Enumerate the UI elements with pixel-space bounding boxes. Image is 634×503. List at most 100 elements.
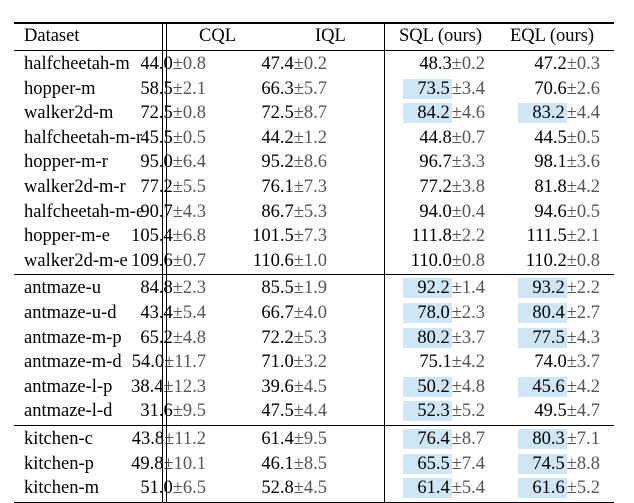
- score-mean: 98.1: [534, 152, 567, 173]
- score-std: ±2.1: [172, 78, 206, 99]
- score-mean: 76.4: [403, 429, 452, 449]
- score-std: ±2.6: [566, 78, 600, 99]
- score-cell: 80.4 ±2.7: [518, 301, 600, 325]
- score-mean: 80.4: [518, 303, 567, 323]
- table-row: antmaze-m-d 54.0±11.7 71.0±3.2 75.1±4.2 74.0…: [14, 350, 614, 374]
- score-std: ±2.7: [566, 303, 600, 323]
- score-std: ±8.8: [566, 453, 600, 474]
- score-mean: 81.8: [534, 177, 567, 197]
- score-mean: 77.5: [518, 327, 567, 348]
- score-std: ±8.5: [293, 453, 327, 474]
- table-row: kitchen-p 49.8±10.1 46.1±8.5 65.5 ±7.4 74.5 ±8…: [14, 452, 614, 476]
- score-mean: 78.0: [403, 303, 452, 323]
- method-divider: [384, 22, 385, 503]
- score-mean: 85.5: [261, 278, 294, 299]
- table-row: hopper-m 58.5±2.1 66.3±5.7 73.5 ±3.4 70.6±2.6: [14, 77, 614, 101]
- table-row: walker2d-m 72.5±0.8 72.5±8.7 84.2 ±4.6 83.2 ±4…: [14, 101, 614, 125]
- score-std: ±9.5: [172, 401, 206, 422]
- score-cell: 65.2±4.8: [140, 326, 206, 350]
- score-std: ±2.2: [451, 226, 485, 247]
- table-row: antmaze-u-d 43.4±5.4 66.7±4.0 78.0 ±2.3 80.4 ±…: [14, 301, 614, 325]
- score-cell: 95.0±6.4: [140, 150, 206, 174]
- score-std: ±3.3: [451, 152, 485, 173]
- score-cell: 84.2 ±4.6: [403, 101, 485, 125]
- table-row: walker2d-m-e 109.6±0.7 110.6±1.0 110.0±0.8 1…: [14, 249, 614, 273]
- score-mean: 110.2: [525, 250, 567, 271]
- dataset-name: walker2d-m-r: [24, 177, 126, 197]
- score-cell: 51.0±6.5: [140, 476, 206, 500]
- score-std: ±0.8: [566, 250, 600, 271]
- score-cell: 78.0 ±2.3: [403, 301, 485, 325]
- score-mean: 111.8: [411, 226, 452, 247]
- score-cell: 47.4±0.2: [261, 52, 327, 76]
- table-row: hopper-m-r 95.0±6.4 95.2±8.6 96.7±3.3 98.1±3…: [14, 150, 614, 174]
- score-std: ±5.3: [293, 327, 327, 348]
- score-std: ±0.4: [451, 201, 485, 222]
- score-mean: 52.3: [403, 401, 452, 422]
- score-std: ±4.0: [293, 303, 327, 323]
- table-row: halfcheetah-m-e 90.7±4.3 86.7±5.3 94.0±0.4 9…: [14, 200, 614, 224]
- score-mean: 39.6: [261, 376, 294, 397]
- score-cell: 66.3±5.7: [261, 77, 327, 101]
- table-row: antmaze-l-d 31.6±9.5 47.5±4.4 52.3 ±5.2 49.5±…: [14, 399, 614, 423]
- score-std: ±1.2: [293, 127, 327, 148]
- table-row: antmaze-u 84.8±2.3 85.5±1.9 92.2 ±1.4 93.2 ±2.…: [14, 276, 614, 300]
- score-mean: 110.6: [252, 250, 294, 271]
- dataset-name: walker2d-m: [24, 103, 114, 124]
- score-cell: 45.5±0.5: [140, 126, 206, 150]
- table-row: halfcheetah-m 44.0±0.8 47.4±0.2 48.3±0.2 47.…: [14, 52, 614, 76]
- score-cell: 74.5 ±8.8: [518, 452, 600, 476]
- score-cell: 44.0±0.8: [140, 52, 206, 76]
- score-cell: 94.0±0.4: [419, 200, 485, 224]
- score-cell: 49.5±4.7: [534, 399, 600, 423]
- score-mean: 38.4: [131, 376, 164, 397]
- score-cell: 47.5±4.4: [261, 399, 327, 423]
- score-mean: 47.4: [261, 54, 294, 74]
- score-std: ±7.3: [293, 226, 327, 247]
- score-mean: 45.5: [140, 127, 173, 148]
- score-std: ±0.2: [293, 54, 327, 74]
- dataset-name: halfcheetah-m-e: [24, 201, 145, 222]
- score-std: ±5.4: [172, 303, 206, 323]
- score-mean: 74.0: [534, 352, 567, 373]
- score-std: ±2.2: [566, 278, 600, 299]
- score-mean: 44.2: [261, 127, 294, 148]
- score-cell: 61.4±9.5: [261, 427, 327, 451]
- score-cell: 61.6 ±5.2: [518, 476, 600, 500]
- score-cell: 72.5±8.7: [261, 101, 327, 125]
- score-mean: 58.5: [140, 78, 173, 99]
- header-cql: CQL: [199, 26, 236, 46]
- header-sql: SQL (ours): [399, 26, 483, 46]
- score-mean: 72.2: [261, 327, 294, 348]
- score-std: ±1.0: [293, 250, 327, 271]
- score-std: ±3.8: [451, 177, 485, 197]
- score-mean: 75.1: [419, 352, 452, 373]
- score-std: ±5.2: [566, 478, 600, 499]
- score-mean: 70.6: [534, 78, 567, 99]
- score-cell: 50.2 ±4.8: [403, 375, 485, 399]
- score-mean: 50.2: [403, 376, 452, 397]
- score-mean: 51.0: [140, 478, 173, 499]
- score-cell: 54.0±11.7: [132, 350, 206, 374]
- dataset-name: hopper-m: [24, 78, 96, 99]
- score-mean: 72.5: [261, 103, 294, 124]
- score-std: ±6.5: [172, 478, 206, 499]
- score-mean: 95.0: [140, 152, 173, 173]
- score-cell: 77.2±3.8: [419, 175, 485, 199]
- score-std: ±3.6: [566, 152, 600, 173]
- score-cell: 45.6 ±4.2: [518, 375, 600, 399]
- score-mean: 76.1: [261, 177, 294, 197]
- score-cell: 76.1±7.3: [261, 175, 327, 199]
- score-std: ±3.7: [566, 352, 600, 373]
- score-mean: 73.5: [403, 78, 452, 99]
- score-cell: 38.4±12.3: [131, 375, 206, 399]
- score-std: ±4.7: [566, 401, 600, 422]
- score-cell: 93.2 ±2.2: [518, 276, 600, 300]
- score-cell: 65.5 ±7.4: [403, 452, 485, 476]
- score-std: ±0.8: [172, 54, 206, 74]
- score-mean: 86.7: [261, 201, 294, 222]
- score-cell: 72.2±5.3: [261, 326, 327, 350]
- score-mean: 49.8: [131, 453, 164, 474]
- score-cell: 43.4±5.4: [140, 301, 206, 325]
- score-mean: 94.6: [534, 201, 567, 222]
